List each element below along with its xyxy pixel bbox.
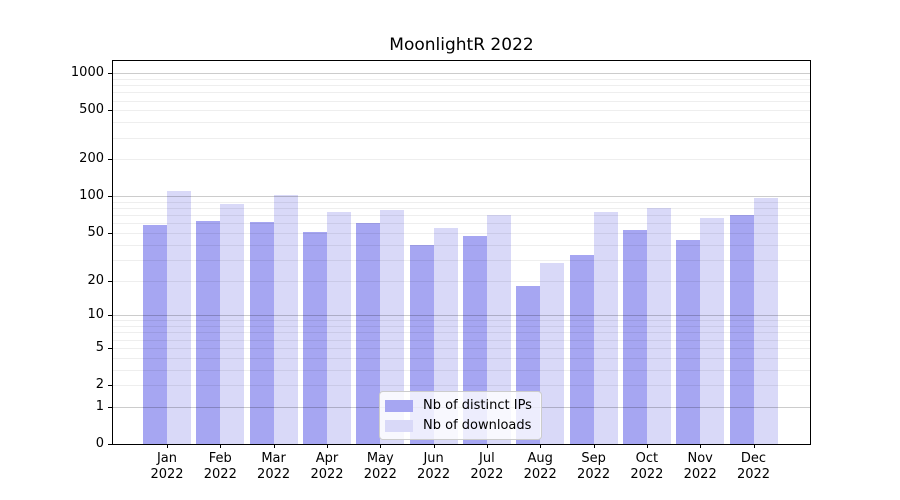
legend-swatch-downloads xyxy=(385,419,413,432)
bar-feb-downloads xyxy=(220,203,245,444)
y-tick-mark-50 xyxy=(108,233,112,234)
y-tick-mark-1 xyxy=(108,406,112,408)
x-tick-label-feb: Feb 2022 xyxy=(203,451,237,482)
bar-may-distinct-ips xyxy=(356,222,381,444)
y-tick-label-5: 5 xyxy=(95,339,104,355)
y-tick-mark-20 xyxy=(108,280,112,282)
x-tick-label-sep: Sep 2022 xyxy=(577,451,611,482)
grid-line-700 xyxy=(113,92,810,94)
y-tick-mark-100 xyxy=(108,196,112,198)
grid-line-200 xyxy=(113,159,810,161)
grid-line-500 xyxy=(113,110,810,112)
bar-jan-distinct-ips xyxy=(143,225,167,444)
y-tick-label-100: 100 xyxy=(79,188,104,204)
legend-label-distinct-ips: Nb of distinct IPs xyxy=(423,398,532,413)
x-tick-label-aug: Aug 2022 xyxy=(523,451,557,482)
bar-feb-distinct-ips xyxy=(196,220,221,444)
grid-line-400 xyxy=(113,122,810,124)
y-tick-label-1000: 1000 xyxy=(70,65,104,81)
bar-mar-downloads xyxy=(273,195,298,444)
x-tick-mark-feb xyxy=(220,444,222,448)
x-tick-mark-may xyxy=(380,444,382,448)
grid-line-800 xyxy=(113,85,810,87)
x-tick-label-dec: Dec 2022 xyxy=(736,451,771,482)
x-tick-label-mar: Mar 2022 xyxy=(257,451,291,482)
y-tick-mark-5 xyxy=(108,347,112,349)
bar-nov-distinct-ips xyxy=(676,239,701,444)
grid-line-70 xyxy=(113,215,810,217)
y-tick-label-200: 200 xyxy=(79,151,104,167)
y-tick-label-500: 500 xyxy=(79,102,104,118)
bar-aug-downloads xyxy=(540,263,565,444)
y-tick-mark-1000 xyxy=(108,73,112,75)
bar-oct-distinct-ips xyxy=(622,230,647,444)
x-tick-label-jun: Jun 2022 xyxy=(417,451,451,482)
x-tick-label-nov: Nov 2022 xyxy=(683,451,717,482)
legend-item-downloads: Nb of downloads xyxy=(385,418,532,433)
legend: Nb of distinct IPs Nb of downloads xyxy=(379,391,542,440)
grid-line-600 xyxy=(113,100,810,102)
x-tick-mark-sep xyxy=(593,444,595,448)
x-tick-label-jan: Jan 2022 xyxy=(150,451,184,482)
y-tick-label-20: 20 xyxy=(87,272,104,288)
x-tick-label-may: May 2022 xyxy=(363,451,397,482)
y-tick-label-1: 1 xyxy=(95,398,104,414)
x-tick-mark-dec xyxy=(753,444,755,448)
legend-item-distinct-ips: Nb of distinct IPs xyxy=(385,398,532,413)
y-tick-mark-200 xyxy=(108,159,112,161)
bar-apr-downloads xyxy=(327,212,351,444)
grid-line-900 xyxy=(113,78,810,80)
x-tick-label-oct: Oct 2022 xyxy=(630,451,664,482)
y-tick-mark-2 xyxy=(108,385,112,386)
y-tick-label-2: 2 xyxy=(95,377,104,392)
x-tick-mark-jan xyxy=(167,444,168,448)
x-tick-label-apr: Apr 2022 xyxy=(310,451,344,482)
grid-line-1000 xyxy=(113,73,810,75)
x-tick-mark-apr xyxy=(327,444,328,448)
x-tick-label-jul: Jul 2022 xyxy=(470,451,504,482)
x-tick-mark-oct xyxy=(646,444,648,448)
y-tick-label-0: 0 xyxy=(95,436,104,451)
x-tick-mark-jul xyxy=(486,444,488,448)
y-tick-label-50: 50 xyxy=(87,225,104,240)
grid-line-90 xyxy=(113,201,810,203)
bar-dec-downloads xyxy=(753,198,778,444)
bar-sep-downloads xyxy=(593,211,618,444)
x-tick-mark-mar xyxy=(273,444,275,448)
chart-title: MoonlightR 2022 xyxy=(389,35,534,55)
legend-swatch-distinct-ips xyxy=(385,399,413,412)
bar-jan-downloads xyxy=(167,191,191,444)
bar-sep-distinct-ips xyxy=(569,254,594,444)
y-tick-label-10: 10 xyxy=(87,307,104,323)
x-tick-mark-nov xyxy=(700,444,702,448)
bar-apr-distinct-ips xyxy=(303,232,327,444)
y-tick-mark-10 xyxy=(108,315,112,317)
x-tick-mark-jun xyxy=(433,444,435,448)
bar-nov-downloads xyxy=(700,218,725,444)
y-tick-mark-0 xyxy=(108,444,112,445)
bar-mar-distinct-ips xyxy=(249,221,274,444)
bar-oct-downloads xyxy=(646,208,671,444)
x-tick-mark-aug xyxy=(540,444,542,448)
y-tick-mark-500 xyxy=(108,110,112,112)
bar-dec-distinct-ips xyxy=(729,214,754,444)
grid-line-80 xyxy=(113,208,810,210)
grid-line-300 xyxy=(113,137,810,139)
grid-line-100 xyxy=(113,196,810,198)
plot-area xyxy=(112,60,811,445)
legend-label-downloads: Nb of downloads xyxy=(423,418,532,433)
